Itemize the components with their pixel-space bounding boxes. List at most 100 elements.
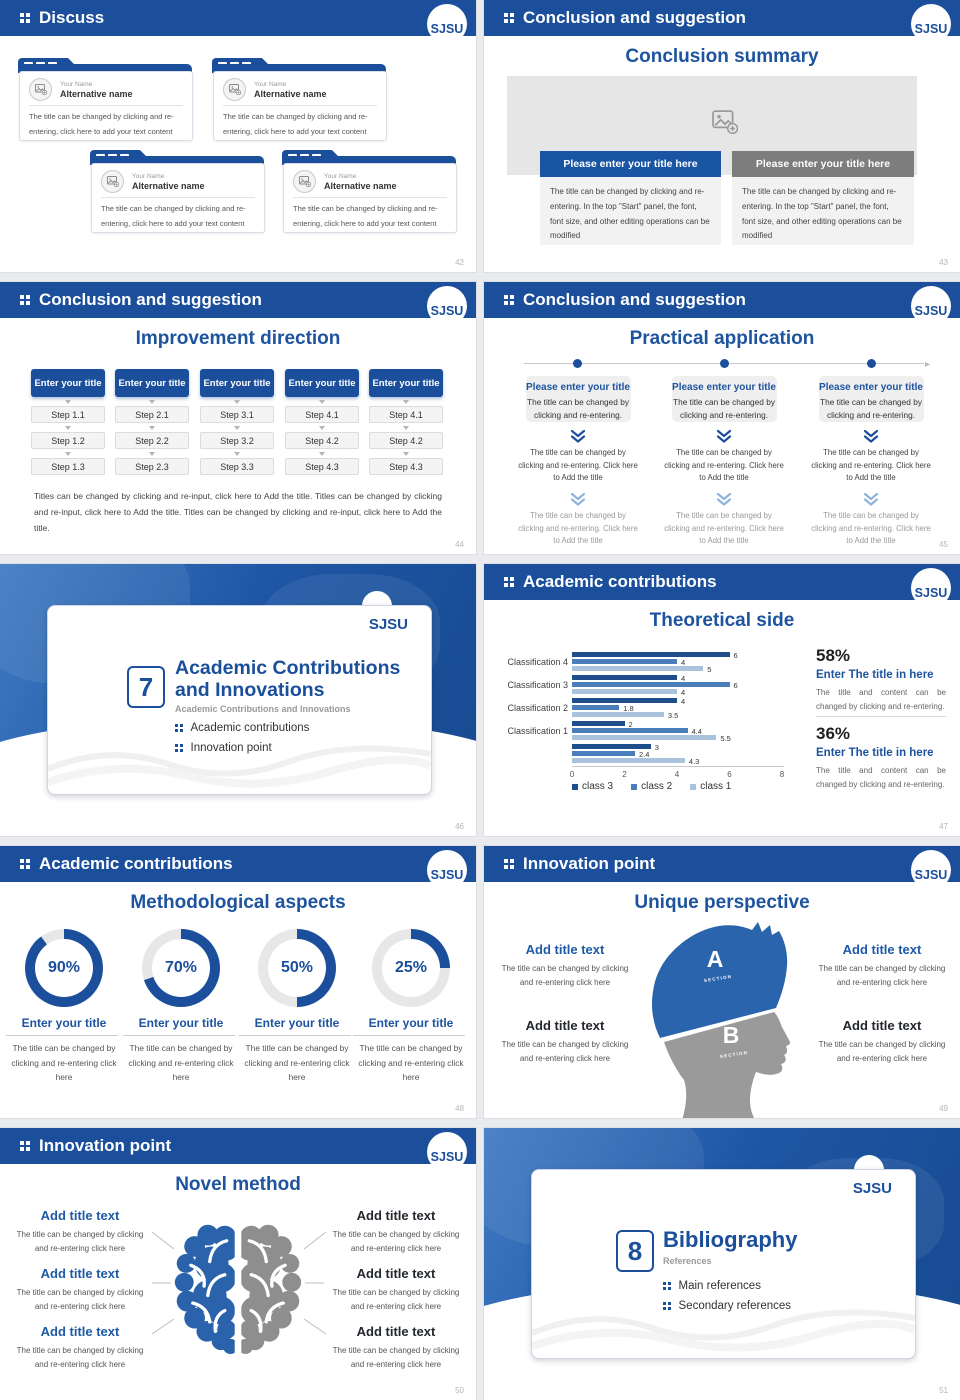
slide-43-conclusion-summary[interactable]: Conclusion and suggestion SJSU Conclusio… (484, 0, 960, 272)
bar-value-label: 6 (733, 680, 738, 690)
donut-chart: 70% (142, 929, 220, 1007)
block-title: Add title text (40, 1208, 120, 1223)
grid-squares-icon (20, 859, 30, 869)
block-title: Add title text (356, 1266, 436, 1281)
slide-header-title: Conclusion and suggestion (39, 290, 262, 309)
block-body: The title can be changed by clicking and… (332, 1230, 460, 1253)
sjsu-logo: SJSU (368, 616, 408, 633)
step-box: Step 1.3 (31, 452, 105, 475)
bar-category-label: Classification 2 (507, 702, 568, 713)
slide-46-section-academic-contributions[interactable]: SJSU 7 Academic Contributions and Innova… (0, 564, 476, 836)
title-bar-blue: Please enter your title here (540, 151, 721, 177)
grid-squares-icon (20, 295, 30, 305)
grid-squares-icon (175, 724, 183, 732)
section-number: 7 (127, 666, 165, 708)
image-placeholder-icon (712, 110, 739, 139)
section-subtitle: References (663, 1256, 712, 1266)
legend-label: class 3 (582, 781, 614, 792)
page-number: 46 (455, 822, 464, 831)
x-axis-tick: 8 (779, 770, 785, 779)
folder-bar (18, 64, 192, 73)
legend-item: class 3 (572, 781, 613, 792)
stat-title: Enter The title in here (816, 747, 934, 759)
discussion-card: Your Name Alternative name The title can… (212, 58, 388, 142)
bar-value-label: 2.4 (639, 749, 650, 759)
step-text-secondary: The title can be changed by clicking and… (811, 510, 931, 546)
divider (101, 197, 255, 198)
slide-header-title: Conclusion and suggestion (523, 8, 746, 27)
legend-label: class 1 (700, 781, 732, 792)
x-axis-tick: 0 (569, 770, 575, 779)
title-card: Please enter your title The title can be… (525, 376, 631, 422)
bar-value-label: 4 (681, 687, 686, 697)
bar (572, 758, 685, 763)
block-title: Add title text (356, 1324, 436, 1339)
step-box: Step 2.3 (115, 452, 189, 475)
card-alt-name: Alternative name (60, 88, 133, 99)
timeline-dot (720, 359, 729, 368)
block-title: Add title text (356, 1208, 436, 1223)
column-header: Enter your title (115, 369, 189, 397)
divider (6, 1035, 118, 1036)
step-text-secondary: The title can be changed by clicking and… (664, 510, 784, 546)
bar (572, 689, 677, 694)
discussion-card: Your Name Alternative name The title can… (18, 58, 194, 142)
slide-48-methodological-aspects[interactable]: Academic contributions SJSU Methodologic… (0, 846, 476, 1118)
sjsu-logo: SJSU (911, 4, 951, 44)
step-box: Step 4.2 (285, 426, 359, 449)
donut-body: The title can be changed by clicking and… (244, 1043, 350, 1083)
card-name-label: Your Name (254, 80, 287, 88)
card-name-label: Your Name (324, 172, 357, 180)
bar (572, 751, 635, 756)
donut-percent: 25% (394, 959, 428, 976)
page-number: 43 (939, 258, 948, 267)
slide-51-section-bibliography[interactable]: SJSU 8 Bibliography References Main refe… (484, 1128, 960, 1400)
grid-squares-icon (504, 295, 514, 305)
bar (572, 744, 651, 749)
step-box: Step 4.1 (285, 400, 359, 423)
divider (29, 105, 183, 106)
grid-squares-icon (504, 859, 514, 869)
sjsu-logo: SJSU (911, 568, 951, 608)
x-axis-tick: 2 (622, 770, 627, 779)
bar-value-label: 5.5 (720, 733, 731, 743)
step-box: Step 1.1 (31, 400, 105, 423)
title-card: Please enter your title The title can be… (671, 376, 777, 422)
text-block: Add title text The title can be changed … (10, 1324, 150, 1371)
section-card: SJSU 8 Bibliography References Main refe… (531, 1169, 916, 1359)
slide-title: Unique perspective (634, 892, 810, 913)
block-body: The title can be changed by clicking and… (818, 964, 946, 987)
section-card: SJSU 7 Academic Contributions and Innova… (47, 605, 432, 795)
stat-block: 58% Enter The title in here The title an… (816, 646, 946, 715)
bar-value-label: 4 (681, 657, 686, 667)
slide-44-improvement-direction[interactable]: Conclusion and suggestion SJSU Improveme… (0, 282, 476, 554)
step-box: Step 4.2 (369, 426, 443, 449)
divider (816, 716, 946, 717)
legend-swatch (690, 783, 697, 790)
double-chevron-down-icon (716, 492, 732, 506)
block-body: The title can be changed by clicking and… (16, 1288, 144, 1311)
chart-legend: class 3 class 2 class 1 (572, 781, 731, 792)
page-number: 44 (455, 540, 464, 549)
text-block: Add title text The title can be changed … (10, 1208, 150, 1255)
divider (239, 1035, 351, 1036)
donut-title: Enter your title (254, 1016, 340, 1030)
page-number: 48 (455, 1104, 464, 1113)
column-header: Enter your title (285, 369, 359, 397)
step-box: Step 4.3 (369, 452, 443, 475)
slide-45-practical-application[interactable]: Conclusion and suggestion SJSU Practical… (484, 282, 960, 554)
legend-item: class 1 (690, 781, 731, 792)
text-block: Add title text The title can be changed … (326, 1266, 466, 1313)
step-text-secondary: The title can be changed by clicking and… (518, 510, 638, 546)
step-box: Step 4.3 (285, 452, 359, 475)
step-column: Enter your title Step 1.1 Step 1.2 Step … (31, 369, 105, 475)
slide-50-novel-method[interactable]: Innovation point SJSU Novel method Add t… (0, 1128, 476, 1400)
text-block: Add title text The title can be changed … (326, 1208, 466, 1255)
card-title: Please enter your title (526, 382, 630, 393)
card-body-text: The title can be changed by clicking and… (29, 112, 174, 136)
bullet-label: Academic contributions (190, 722, 310, 734)
slide-49-unique-perspective[interactable]: Innovation point SJSU Unique perspective… (484, 846, 960, 1118)
slide-42-discuss[interactable]: Discuss SJSU Your Name Alternative name … (0, 0, 476, 272)
block-title: Add title text (842, 1018, 922, 1033)
slide-47-theoretical-side[interactable]: Academic contributions SJSU Theoretical … (484, 564, 960, 836)
